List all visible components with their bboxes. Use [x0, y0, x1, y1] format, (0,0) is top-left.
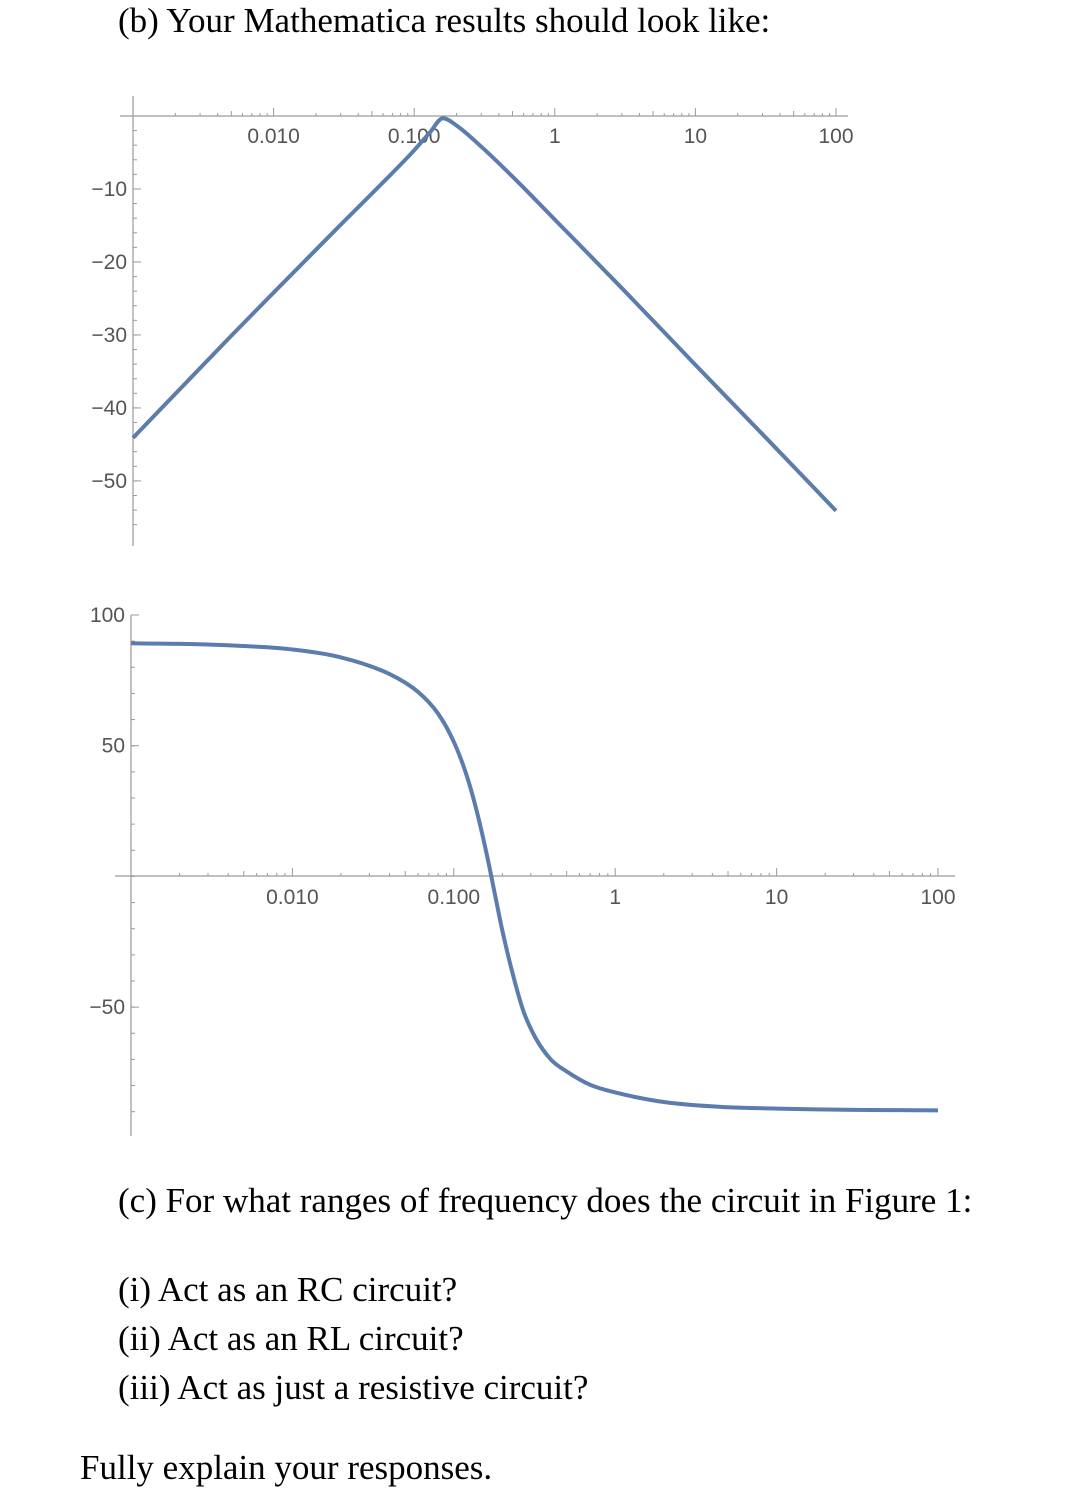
y-tick-label: −50	[91, 470, 127, 493]
phase-plot: 0.010 0.100 1 10 100 100 50 −50	[89, 604, 956, 1136]
x-tick-label: 10	[684, 125, 707, 148]
y-tick-label: −50	[89, 996, 125, 1019]
x-tick-label: 100	[920, 886, 955, 909]
y-tick-label: −20	[91, 251, 127, 274]
x-tick-label: 100	[818, 125, 853, 148]
x-tick-label: 10	[765, 886, 788, 909]
x-tick-label: 0.010	[247, 125, 300, 148]
x-tick-label: 0.010	[266, 886, 319, 909]
part-c-question: (c) For what ranges of frequency does th…	[118, 1181, 973, 1220]
magnitude-plot: 0.010 0.100 1 10 100 −10 −20 −30 −40 −50	[91, 96, 854, 546]
sub-question-resistive: (iii) Act as just a resistive circuit?	[118, 1368, 589, 1407]
series-line	[131, 116, 838, 513]
y-tick-label: −40	[91, 397, 127, 420]
x-tick-label: 0.100	[388, 125, 441, 148]
sub-question-rl: (ii) Act as an RL circuit?	[118, 1319, 464, 1358]
x-tick-label: 1	[609, 886, 621, 909]
x-tick-label: 1	[549, 125, 561, 148]
sub-question-list: (i) Act as an RC circuit? (ii) Act as an…	[118, 1265, 588, 1412]
y-tick-label: −30	[91, 324, 127, 347]
y-tick-label: −10	[91, 178, 127, 201]
y-tick-label: 100	[90, 604, 125, 627]
series-line	[130, 641, 939, 1113]
part-b-heading: (b) Your Mathematica results should look…	[118, 1, 771, 40]
x-tick-label: 0.100	[428, 886, 481, 909]
y-tick-label: 50	[102, 735, 125, 758]
sub-question-rc: (i) Act as an RC circuit?	[118, 1270, 458, 1309]
closing-instruction: Fully explain your responses.	[80, 1448, 493, 1487]
